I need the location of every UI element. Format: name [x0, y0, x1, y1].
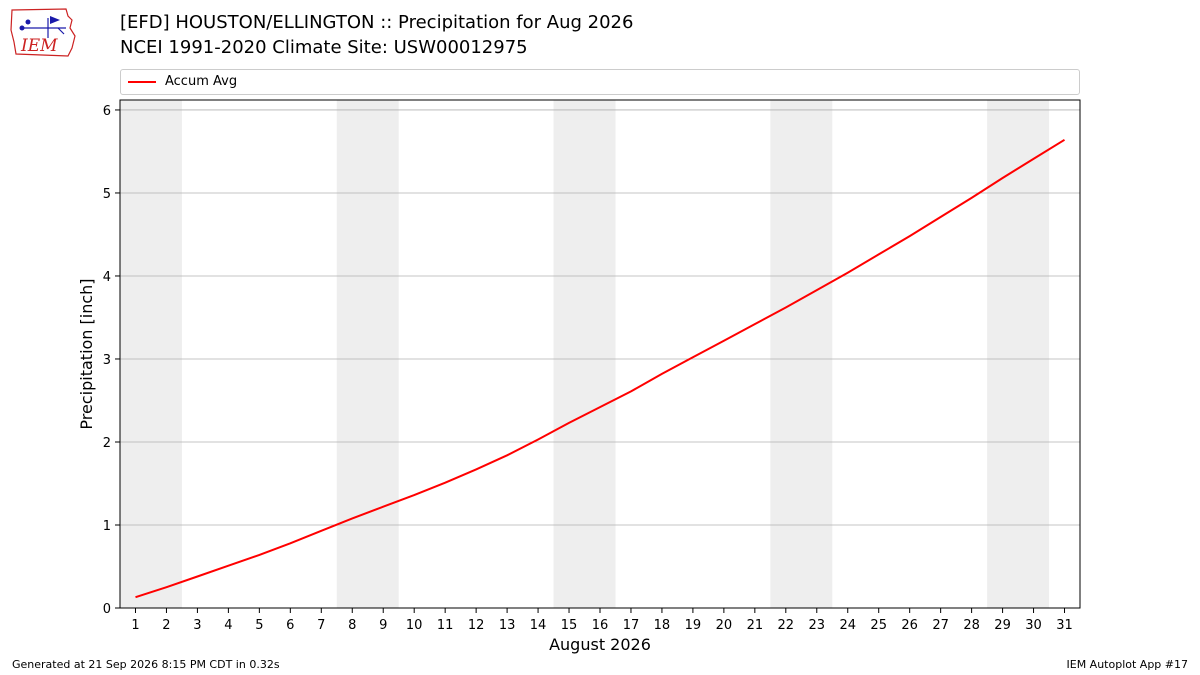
weekend-band [553, 100, 616, 608]
iem-logo: IEM [10, 8, 76, 57]
x-tick-label: 6 [286, 618, 294, 633]
x-tick-label: 8 [348, 618, 356, 633]
x-tick-label: 7 [317, 618, 325, 633]
x-tick-label: 27 [932, 618, 949, 633]
x-tick-label: 9 [379, 618, 387, 633]
x-tick-label: 2 [162, 618, 170, 633]
x-tick-label: 21 [747, 618, 764, 633]
x-tick-label: 26 [901, 618, 918, 633]
x-tick-label: 19 [685, 618, 702, 633]
weekend-band [987, 100, 1050, 608]
weather-station-icon [19, 16, 66, 38]
x-tick-label: 23 [809, 618, 826, 633]
y-tick-label: 6 [103, 104, 111, 119]
logo-text: IEM [20, 36, 58, 56]
x-tick-label: 18 [654, 618, 671, 633]
x-tick-label: 4 [224, 618, 232, 633]
x-tick-label: 29 [994, 618, 1011, 633]
y-tick-label: 0 [103, 602, 111, 617]
x-tick-label: 10 [406, 618, 423, 633]
weekend-band [770, 100, 833, 608]
x-tick-label: 30 [1025, 618, 1042, 633]
x-tick-label: 12 [468, 618, 485, 633]
y-tick-label: 3 [103, 353, 111, 368]
x-tick-label: 3 [193, 618, 201, 633]
x-tick-label: 24 [839, 618, 856, 633]
x-tick-label: 15 [561, 618, 578, 633]
x-tick-label: 22 [778, 618, 795, 633]
y-axis-label: Precipitation [inch] [77, 278, 96, 429]
y-tick-label: 5 [103, 187, 111, 202]
x-tick-label: 25 [870, 618, 887, 633]
series-line-accum-avg [135, 138, 1066, 599]
x-tick-label: 17 [623, 618, 640, 633]
y-tick-label: 1 [103, 519, 111, 534]
legend: Accum Avg [120, 69, 1080, 95]
x-tick-label: 20 [716, 618, 733, 633]
x-tick-label: 11 [437, 618, 454, 633]
legend-line-swatch [128, 81, 156, 83]
x-tick-label: 13 [499, 618, 516, 633]
generated-timestamp: Generated at 21 Sep 2026 8:15 PM CDT in … [12, 658, 280, 671]
legend-label: Accum Avg [165, 74, 238, 89]
app-label: IEM Autoplot App #17 [1066, 658, 1189, 671]
x-tick-label: 5 [255, 618, 263, 633]
chart-subtitle: NCEI 1991-2020 Climate Site: USW00012975 [120, 37, 528, 58]
x-tick-label: 28 [963, 618, 980, 633]
weekend-band [336, 100, 399, 608]
plot-frame [119, 99, 1081, 609]
x-tick-label: 1 [131, 618, 139, 633]
weekend-band [120, 100, 182, 608]
x-tick-label: 31 [1056, 618, 1073, 633]
y-tick-label: 2 [103, 436, 111, 451]
x-axis-label: August 2026 [549, 635, 651, 654]
x-tick-label: 14 [530, 618, 547, 633]
x-tick-label: 16 [592, 618, 609, 633]
y-tick-label: 4 [103, 270, 111, 285]
chart-title: [EFD] HOUSTON/ELLINGTON :: Precipitation… [120, 12, 634, 33]
